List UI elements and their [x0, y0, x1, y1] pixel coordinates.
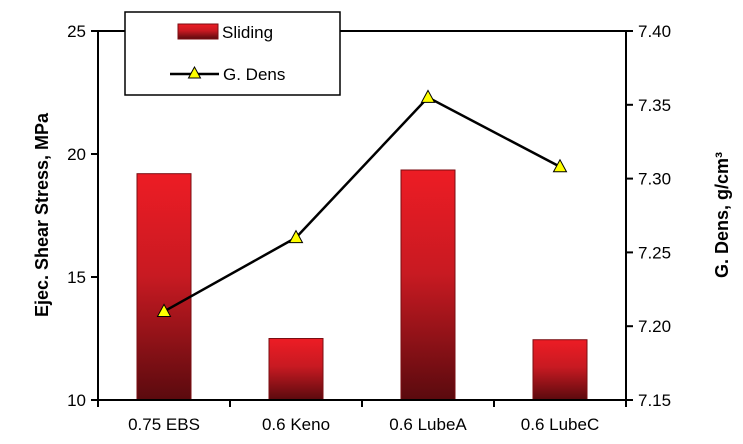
x-axis: 0.75 EBS 0.6 Keno 0.6 LubeA 0.6 LubeC: [97, 400, 627, 434]
bar-2: [400, 169, 456, 401]
line-series: [156, 89, 568, 317]
gdens-point-0: [156, 303, 172, 317]
legend: Sliding G. Dens: [124, 11, 341, 96]
bar-series: [136, 169, 588, 401]
right-tick-label: 7.40: [638, 22, 671, 41]
bar-0: [136, 173, 192, 401]
legend-box: [124, 11, 341, 96]
legend-swatch-sliding: [177, 23, 219, 40]
left-tick-label: 10: [67, 391, 86, 410]
gdens-point-1: [288, 229, 304, 244]
left-tick-label: 20: [67, 145, 86, 164]
right-tick-label: 7.20: [638, 317, 671, 336]
y2-axis-title: G. Dens, g/cm³: [712, 152, 732, 278]
x-tick-label: 0.6 LubeC: [521, 415, 599, 434]
right-tick-label: 7.35: [638, 96, 671, 115]
legend-triangle-marker: [187, 65, 202, 79]
left-tick-label: 15: [67, 268, 86, 287]
x-tick-label: 0.6 LubeA: [389, 415, 467, 434]
legend-label-gdens: G. Dens: [223, 65, 285, 84]
right-tick-label: 7.25: [638, 243, 671, 262]
legend-label-sliding: Sliding: [222, 23, 273, 42]
x-tick-label: 0.75 EBS: [128, 415, 200, 434]
right-tick-label: 7.15: [638, 391, 671, 410]
left-tick-label: 25: [67, 22, 86, 41]
gdens-point-3: [552, 158, 568, 173]
bar-3: [532, 339, 588, 401]
right-tick-label: 7.30: [638, 170, 671, 189]
y-axis-title: Ejec. Shear Stress, MPa: [32, 112, 52, 317]
gdens-line: [163, 95, 561, 313]
gdens-point-2: [420, 89, 436, 103]
x-tick-label: 0.6 Keno: [262, 415, 330, 434]
bar-1: [268, 338, 324, 401]
right-axis: 7.15 7.20 7.25 7.30 7.35 7.40: [626, 22, 671, 410]
left-axis: 10 15 20 25: [67, 22, 98, 410]
